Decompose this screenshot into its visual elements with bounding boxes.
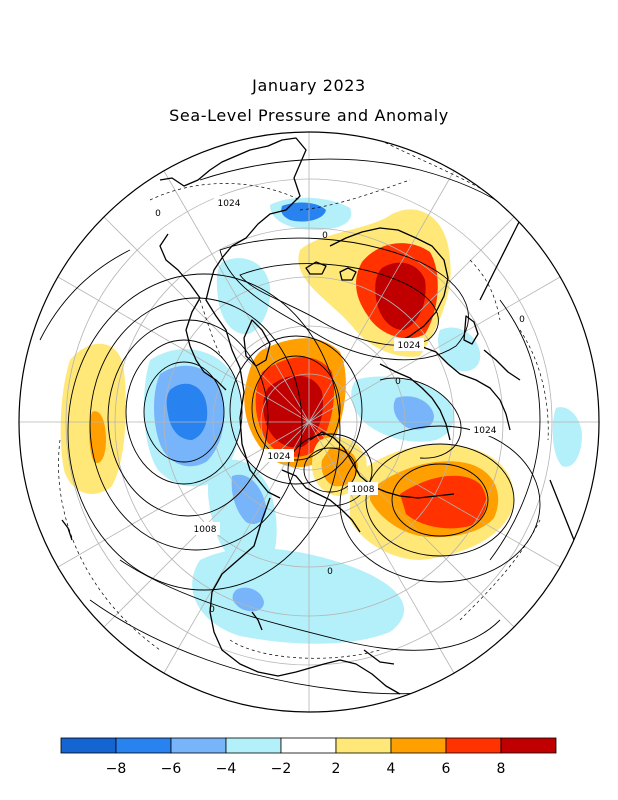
colorbar-bin: [390, 737, 447, 754]
contour-label: 0: [209, 605, 215, 615]
contour-label: 0: [395, 377, 401, 387]
contour-label: 1008: [352, 485, 375, 495]
contour-label: 1024: [268, 452, 291, 462]
colorbar-bin: [335, 737, 392, 754]
contour-label: 0: [327, 567, 333, 577]
coast-hudson-bay: [243, 319, 271, 367]
coast-europe: [419, 345, 511, 431]
colorbar-bin: [445, 737, 502, 754]
contour-labels: 1024 1024 1024 1024 1008 1008 0 0 0 0 0 …: [155, 196, 525, 615]
colorbar-bin: [500, 737, 557, 754]
map-subtitle: Sea-Level Pressure and Anomaly: [169, 106, 449, 125]
coast-pacific-islands: [549, 479, 575, 541]
coast-japan: [251, 611, 263, 631]
colorbar-tick-label: 6: [442, 761, 451, 777]
coast-alaska: [159, 233, 227, 391]
anomaly-negative-atlantic: [192, 548, 405, 644]
coast-north-america: [159, 137, 307, 499]
contour-label: 1008: [194, 525, 217, 535]
colorbar-bin: [225, 737, 282, 754]
colorbar-tick-label: −4: [216, 761, 237, 777]
anomaly-positive-west-core: [89, 411, 106, 464]
anomaly-negative-north-core: [281, 202, 326, 222]
contour-label: 0: [155, 209, 161, 219]
coast-arctic-islands: [281, 469, 361, 533]
contour-label: 1024: [398, 341, 421, 351]
coast-greenland: [329, 227, 449, 343]
coast-iceland: [305, 261, 327, 275]
anomaly-negative-pacific-small: [232, 587, 264, 612]
colorbar-tick-label: 4: [387, 761, 396, 777]
contour-label: 0: [322, 231, 328, 241]
contour-label: 0: [519, 315, 525, 325]
colorbar-bin: [280, 737, 337, 754]
coast-mediterranean: [483, 349, 521, 381]
anomaly-zero-contours: [58, 139, 549, 659]
map-title: January 2023: [252, 76, 366, 95]
colorbar-bin: [60, 737, 117, 754]
graticule: [19, 132, 599, 712]
anomaly-positive-siberia-max: [263, 375, 324, 448]
coast-caspian: [463, 315, 479, 345]
colorbar-tick-label: 2: [332, 761, 341, 777]
coast-mexico: [363, 649, 395, 665]
coast-west-islands: [61, 519, 73, 541]
colorbar-tick-label: −6: [161, 761, 182, 777]
map-boundary: [18, 131, 600, 713]
anomaly-positive-east-core: [400, 475, 487, 529]
colorbar-tick-label: 8: [497, 761, 506, 777]
anomaly-positive-greenland-max: [375, 262, 426, 330]
colorbar-bin: [115, 737, 172, 754]
coast-asia-north: [309, 431, 455, 499]
colorbar-bin: [170, 737, 227, 754]
anomaly-negative-aleutian-core: [166, 383, 208, 440]
colorbar-tick-label: −2: [271, 761, 292, 777]
contour-label: 1024: [218, 199, 241, 209]
coast-west-america: [209, 497, 401, 695]
colorbar-tick-label: −8: [106, 761, 127, 777]
anomaly-negative-mideast: [437, 327, 481, 372]
contour-label: 1024: [474, 426, 497, 436]
coast-scandinavia: [379, 363, 451, 441]
coast-svalbard: [339, 267, 357, 281]
